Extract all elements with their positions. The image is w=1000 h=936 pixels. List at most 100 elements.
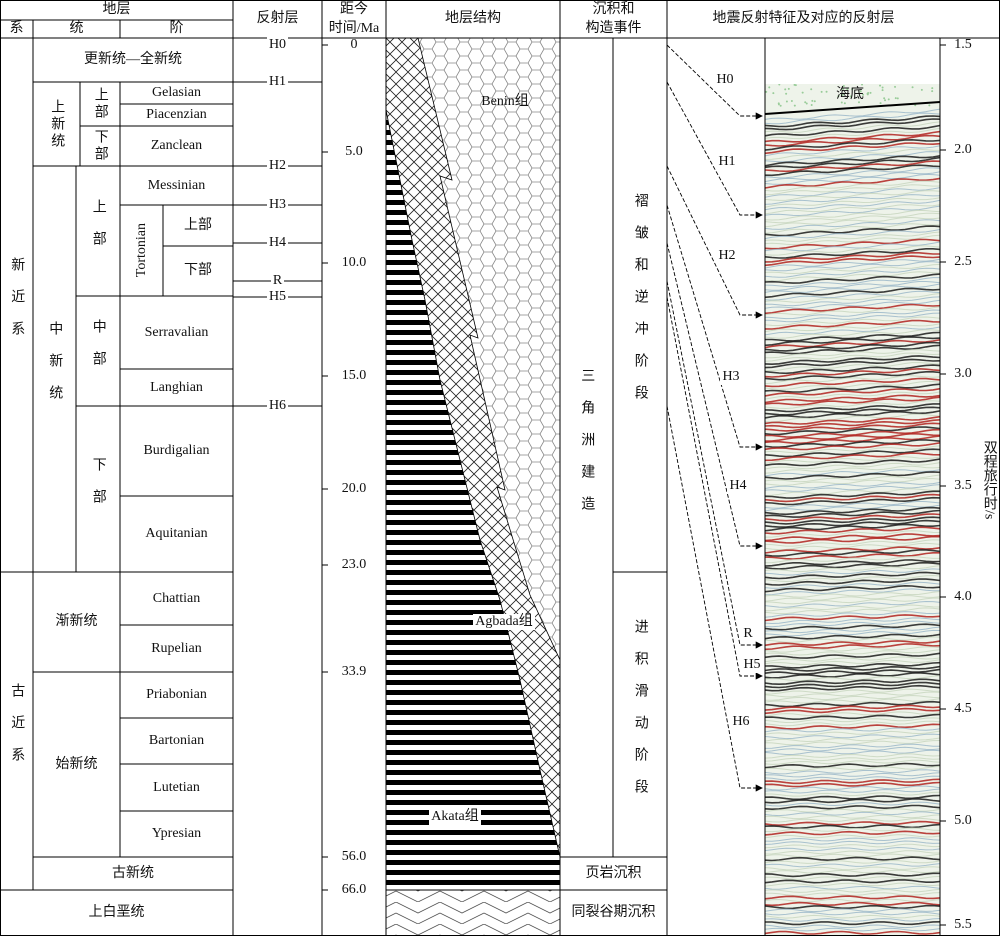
seismic-reflection <box>764 258 941 269</box>
seismic-reflection <box>764 649 941 656</box>
text: 古近系 <box>9 683 25 779</box>
seismic-reflection <box>764 924 941 929</box>
seismic-reflection <box>764 781 941 788</box>
seismic-reflection <box>764 830 941 836</box>
seismic-reflection <box>764 273 941 284</box>
seismic-reflection <box>764 396 941 406</box>
seismic-reflection <box>764 484 941 492</box>
time-tick-label: 2.0 <box>946 142 980 158</box>
series-label: 渐新统 <box>33 572 120 672</box>
seismic-reflection <box>764 329 941 339</box>
subseries-label: 上部 <box>76 166 120 296</box>
text: 褶皱和逆冲阶段 <box>632 193 648 417</box>
seismic-reflection <box>764 698 941 704</box>
text: 33.9 <box>341 664 367 680</box>
text: 双程旅行时/s <box>981 440 997 520</box>
seismic-reflection <box>764 367 941 378</box>
series-label: 始新统 <box>33 672 120 857</box>
seismic-reflection <box>764 863 941 868</box>
seismic-reflection <box>764 626 941 634</box>
stage-label: Lutetian <box>120 764 233 811</box>
seismic-reflection <box>764 130 941 143</box>
seafloor-label: 海底 <box>820 87 880 103</box>
seismic-reflection <box>764 853 941 858</box>
seismic-reflection <box>765 428 941 438</box>
seismic-reflection <box>764 496 941 506</box>
stage-label: Messinian <box>120 166 233 205</box>
seismic-reflection <box>764 309 941 320</box>
seismic-reflection <box>764 387 941 397</box>
text: R <box>741 626 755 642</box>
seismic-reflector-label: H6 <box>727 714 755 730</box>
text: R <box>270 273 285 289</box>
seismic-reflection <box>764 571 941 580</box>
seismic-reflection <box>764 261 941 272</box>
reflector-arrow <box>666 204 763 451</box>
seismic-reflection <box>764 361 941 372</box>
seismic-reflection <box>764 539 941 547</box>
seismic-stipple <box>914 104 917 107</box>
seismic-stipple <box>777 103 780 106</box>
text: 构造事件 <box>585 20 642 36</box>
seismic-reflection <box>764 383 941 393</box>
seismic-reflection <box>764 245 941 256</box>
seismic-stipple <box>849 95 852 98</box>
seafloor-line <box>764 101 941 115</box>
text: Agbada组 <box>473 614 535 630</box>
seismic-reflection <box>764 668 941 675</box>
text: 上部 <box>92 87 108 121</box>
text: Messinian <box>147 177 206 193</box>
text: 下部 <box>90 457 106 521</box>
seismic-stipple <box>842 92 845 95</box>
seismic-reflection <box>764 267 941 278</box>
seismic-stipple <box>810 104 813 107</box>
reflector-arrow <box>666 405 763 792</box>
seismic-reflection <box>764 778 941 785</box>
seismic-reflection <box>764 469 941 477</box>
text: H5 <box>741 657 763 673</box>
text: 23.0 <box>341 557 367 573</box>
subseries-label: 下部 <box>76 406 120 572</box>
seismic-reflection <box>764 798 941 804</box>
header-text: 地层结构 <box>386 0 560 38</box>
seismic-reflection <box>764 911 941 916</box>
text: Zanclean <box>150 138 203 154</box>
seismic-stipple <box>879 84 882 87</box>
akata-formation <box>386 110 560 890</box>
seismic-reflection <box>764 740 941 746</box>
text: 4.5 <box>954 701 972 717</box>
seismic-reflection <box>764 578 941 586</box>
text: Lutetian <box>153 779 200 795</box>
seismic-stipple <box>859 90 862 93</box>
header-text: 地层 <box>0 0 233 20</box>
stage-label: Burdigalian <box>120 406 233 496</box>
reflector-label: H5 <box>262 289 293 305</box>
seismic-reflection <box>764 326 941 336</box>
seismic-reflection <box>764 127 941 140</box>
text: 地层 <box>102 2 131 18</box>
seismic-reflection <box>764 623 941 631</box>
seismic-reflection <box>764 171 941 183</box>
seismic-reflection <box>764 656 941 663</box>
stage-label: Langhian <box>120 369 233 406</box>
seismic-stipple <box>785 100 788 103</box>
seismic-reflection <box>764 241 941 252</box>
seismic-reflection <box>765 892 941 896</box>
seismic-reflection <box>764 506 941 516</box>
text: 1.5 <box>954 37 972 53</box>
text: 中新统 <box>47 321 63 417</box>
seismic-reflection <box>764 519 941 528</box>
seismic-reflection <box>764 465 941 474</box>
text: 4.0 <box>954 589 972 605</box>
seismic-stipple <box>884 99 887 102</box>
seismic-stipple <box>787 87 790 90</box>
seismic-reflection <box>764 817 941 823</box>
seismic-cover <box>765 38 940 84</box>
seismic-reflection <box>764 445 941 454</box>
reflector-label: H1 <box>262 74 293 90</box>
reflector-arrow <box>666 280 763 649</box>
seismic-reflector-label: H1 <box>713 154 741 170</box>
seismic-reflection <box>764 452 941 462</box>
reflector-arrow <box>666 165 763 319</box>
